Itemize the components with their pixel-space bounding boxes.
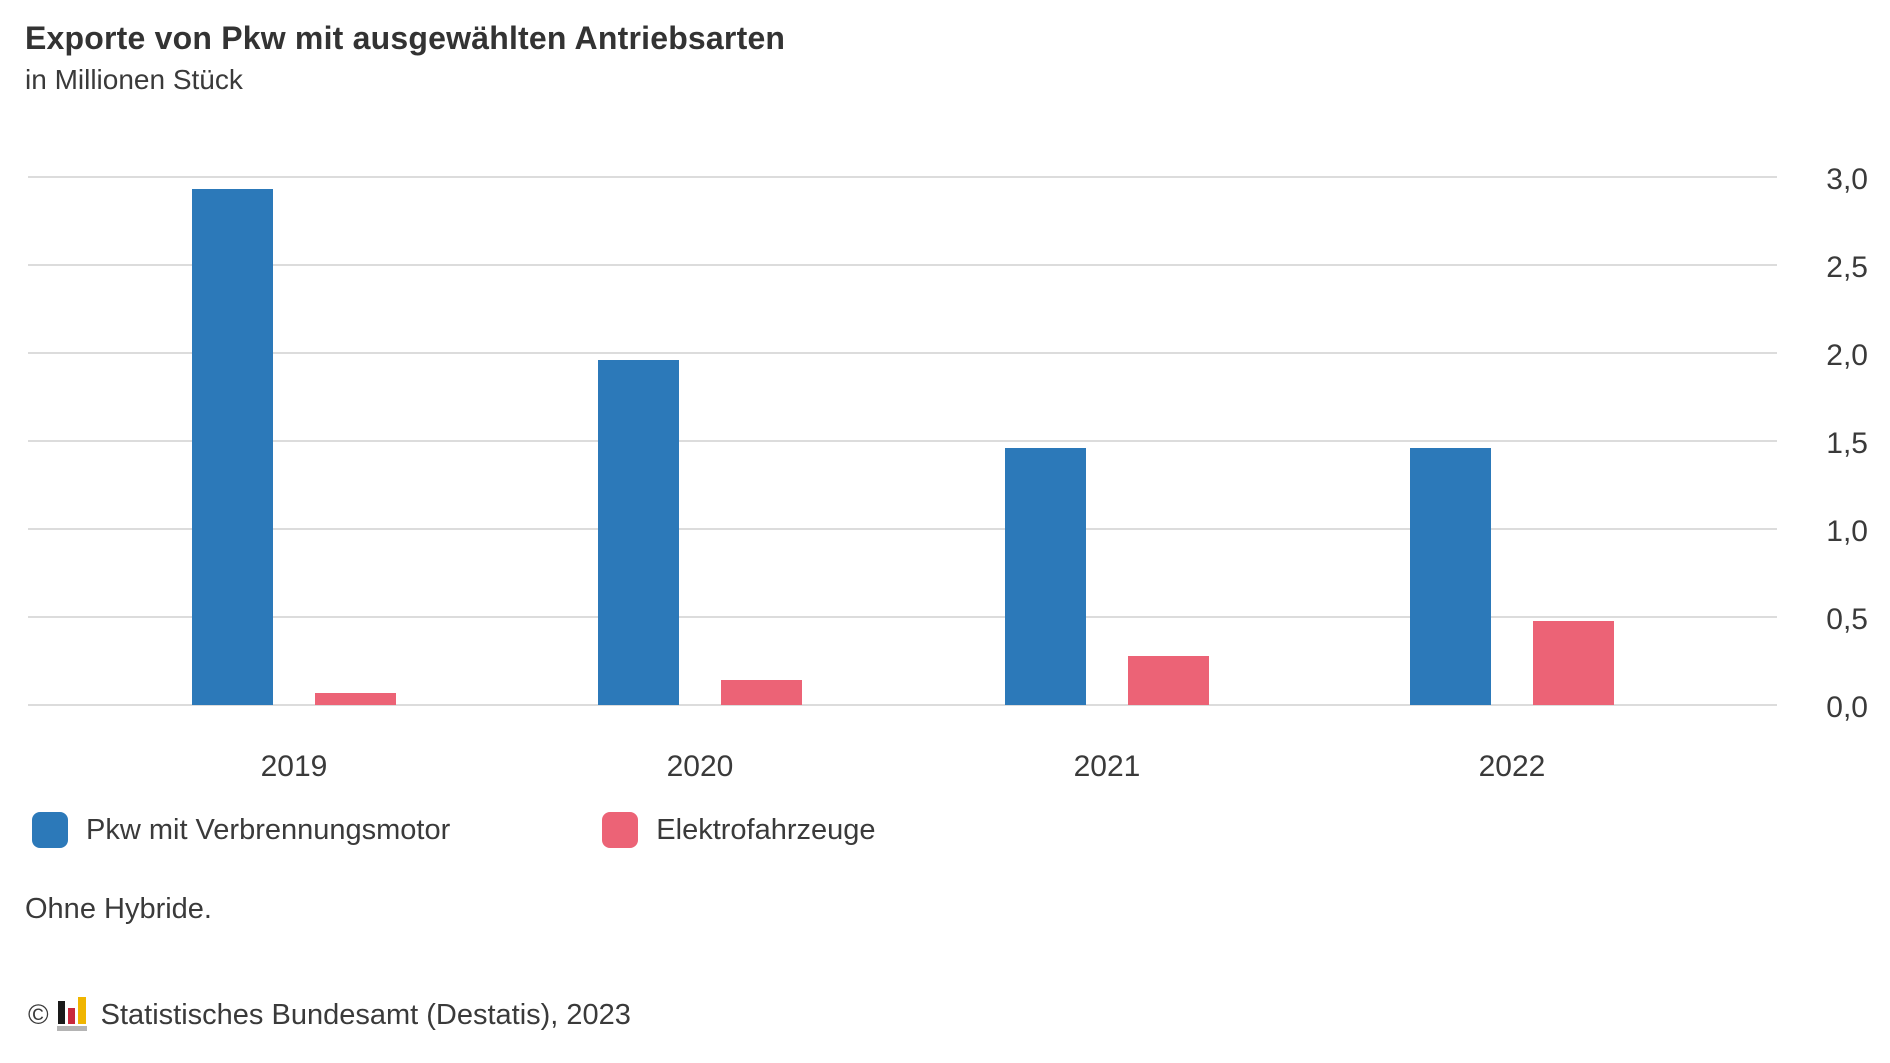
gridline [28,528,1777,530]
gridline [28,704,1777,706]
gridline [28,264,1777,266]
legend-item-elektrofahrzeuge[interactable]: Elektrofahrzeuge [602,812,876,848]
gridline [28,176,1777,178]
legend-label: Elektrofahrzeuge [656,813,876,846]
y-axis-tick-label: 2,0 [1826,339,1868,372]
logo-bar-black [57,1001,65,1024]
gridline [28,616,1777,618]
bar-2022-elektrofahrzeuge[interactable] [1533,620,1614,705]
source-line: © Statistisches Bundesamt (Destatis), 20… [28,996,631,1034]
logo-bar-red [67,1008,75,1024]
x-axis-label-2020: 2020 [666,750,734,783]
bar-2019-elektrofahrzeuge[interactable] [315,692,396,705]
y-axis-tick-label: 0,0 [1826,691,1868,724]
gridline [28,440,1777,442]
bar-2020-elektrofahrzeuge[interactable] [721,680,802,705]
legend-swatch-icon [602,812,639,848]
bar-2022-verbrennungsmotor[interactable] [1410,448,1491,705]
copyright-symbol: © [28,999,49,1030]
chart-subtitle: in Millionen Stück [25,64,243,95]
legend-label: Pkw mit Verbrennungsmotor [86,813,451,846]
bar-2021-elektrofahrzeuge[interactable] [1128,655,1209,705]
logo-base-bar [56,1026,87,1031]
x-axis-label-2022: 2022 [1478,750,1546,783]
footnote: Ohne Hybride. [25,893,212,925]
chart-title: Exporte von Pkw mit ausgewählten Antrieb… [25,20,786,56]
legend: Pkw mit Verbrennungsmotor Elektrofahrzeug… [32,812,876,848]
x-axis-label-2019: 2019 [260,750,328,783]
legend-swatch-icon [32,812,68,848]
x-axis-label-2021: 2021 [1073,750,1141,783]
plot-area [28,176,1777,706]
logo-bar-yellow [77,997,86,1024]
bar-2020-verbrennungsmotor[interactable] [598,360,679,705]
bar-2021-verbrennungsmotor[interactable] [1005,448,1086,705]
source-text: Statistisches Bundesamt (Destatis), 2023 [100,998,631,1031]
y-axis-tick-label: 1,0 [1826,515,1868,548]
destatis-logo-icon [56,996,89,1034]
y-axis-tick-label: 2,5 [1826,251,1868,284]
y-axis-tick-label: 0,5 [1826,603,1868,636]
y-axis-tick-label: 1,5 [1826,427,1868,460]
legend-item-verbrennungsmotor[interactable]: Pkw mit Verbrennungsmotor [32,812,450,848]
bar-2019-verbrennungsmotor[interactable] [192,189,273,705]
y-axis-tick-label: 3,0 [1826,163,1868,196]
gridline [28,352,1777,354]
